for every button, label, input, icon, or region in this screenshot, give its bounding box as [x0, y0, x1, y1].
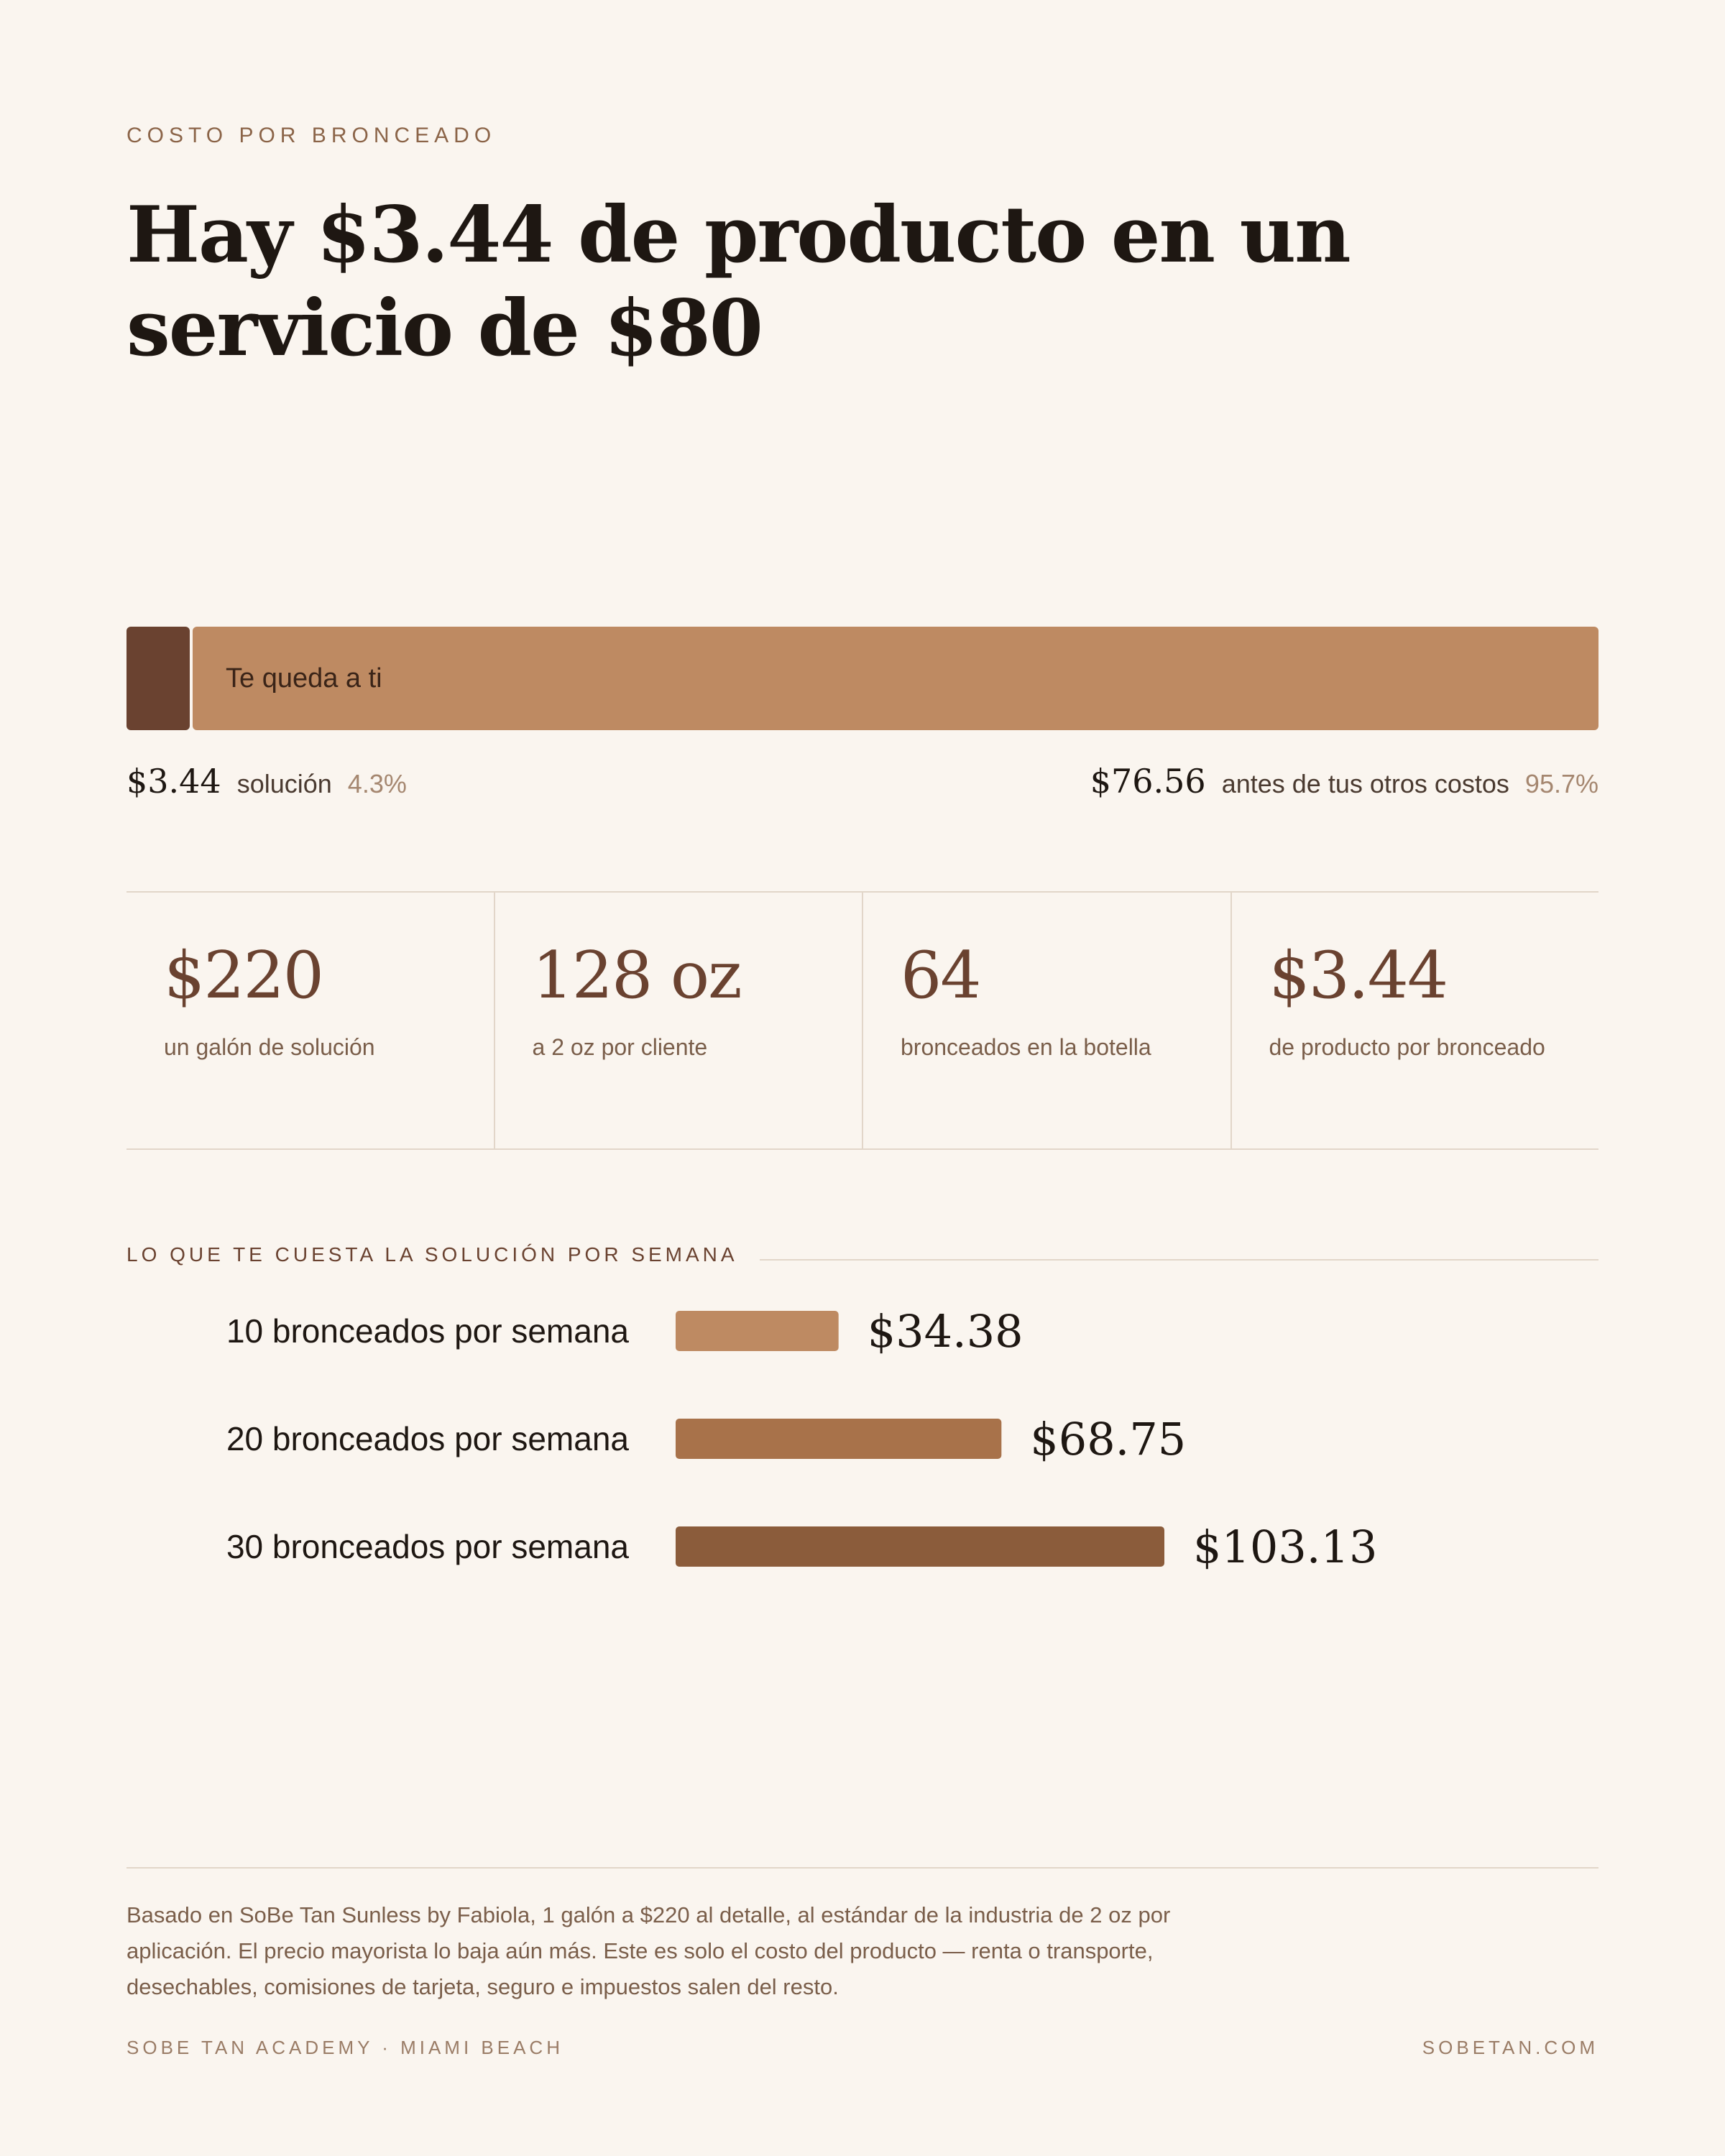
weekly-cost-bar-chart: 10 bronceados por semana $34.38 20 broncea… — [226, 1305, 1377, 1573]
stat-label: de producto por bronceado — [1269, 1034, 1545, 1060]
bar-category-label: 30 bronceados por semana — [226, 1528, 629, 1565]
weekly-section-header: LO QUE TE CUESTA LA SOLUCIÓN POR SEMANA — [126, 1242, 1598, 1268]
stat-tans-per-bottle: 64 bronceados en la botella — [862, 893, 1230, 1148]
footnote: Basado en SoBe Tan Sunless by Fabiola, 1… — [126, 1902, 1171, 1999]
weekly-section-title: LO QUE TE CUESTA LA SOLUCIÓN POR SEMANA — [126, 1243, 738, 1266]
footer-divider — [126, 1867, 1598, 1869]
split-product-percent: 4.3% — [347, 769, 407, 798]
stat-gallon-price: $220 un galón de solución — [126, 893, 494, 1148]
split-remaining-inner-label: Te queda a ti — [226, 663, 382, 694]
bar-weekly-cost — [676, 1311, 839, 1351]
stat-cost-per-tan: $3.44 de producto por bronceado — [1230, 893, 1599, 1148]
bar-category-label: 10 bronceados por semana — [226, 1312, 629, 1350]
cost-split-bar: Te queda a ti — [126, 627, 1598, 730]
stat-value: $3.44 — [1269, 938, 1449, 1013]
stat-value: 64 — [901, 938, 982, 1013]
eyebrow-label: COSTO POR BRONCEADO — [126, 124, 497, 147]
split-segment-product — [126, 627, 190, 730]
stat-label: un galón de solución — [164, 1034, 375, 1060]
split-product-label: solución — [236, 769, 332, 798]
footer-brand: SOBE TAN ACADEMY · MIAMI BEACH — [126, 2037, 564, 2058]
stat-label: a 2 oz por cliente — [532, 1034, 708, 1060]
page-title: Hay $3.44 de producto en un servicio de … — [126, 190, 1351, 374]
split-caption-remaining: $76.56 antes de tus otros costos 95.7% — [1090, 762, 1598, 801]
section-divider — [759, 1259, 1598, 1261]
bar-category-label: 20 bronceados por semana — [226, 1420, 629, 1457]
stat-value: $220 — [164, 938, 324, 1013]
bar-value-label: $68.75 — [1030, 1413, 1186, 1465]
bar-value-label: $103.13 — [1193, 1521, 1377, 1573]
stat-label: bronceados en la botella — [901, 1034, 1151, 1060]
stat-ounces: 128 oz a 2 oz por cliente — [493, 893, 862, 1148]
split-remaining-percent: 95.7% — [1524, 769, 1598, 798]
split-remaining-amount: $76.56 — [1090, 762, 1206, 801]
bar-weekly-cost — [676, 1526, 1164, 1567]
stat-value: 128 oz — [532, 938, 742, 1013]
stats-row: $220 un galón de solución 128 oz a 2 oz … — [126, 891, 1598, 1150]
split-remaining-label: antes de tus otros costos — [1221, 769, 1509, 798]
split-caption-product: $3.44 solución 4.3% — [126, 762, 407, 801]
bar-weekly-cost — [676, 1419, 1002, 1459]
footer-website: SOBETAN.COM — [1422, 2037, 1598, 2058]
split-segment-remaining: Te queda a ti — [193, 627, 1598, 730]
split-product-amount: $3.44 — [126, 762, 221, 801]
bar-value-label: $34.38 — [868, 1305, 1024, 1358]
